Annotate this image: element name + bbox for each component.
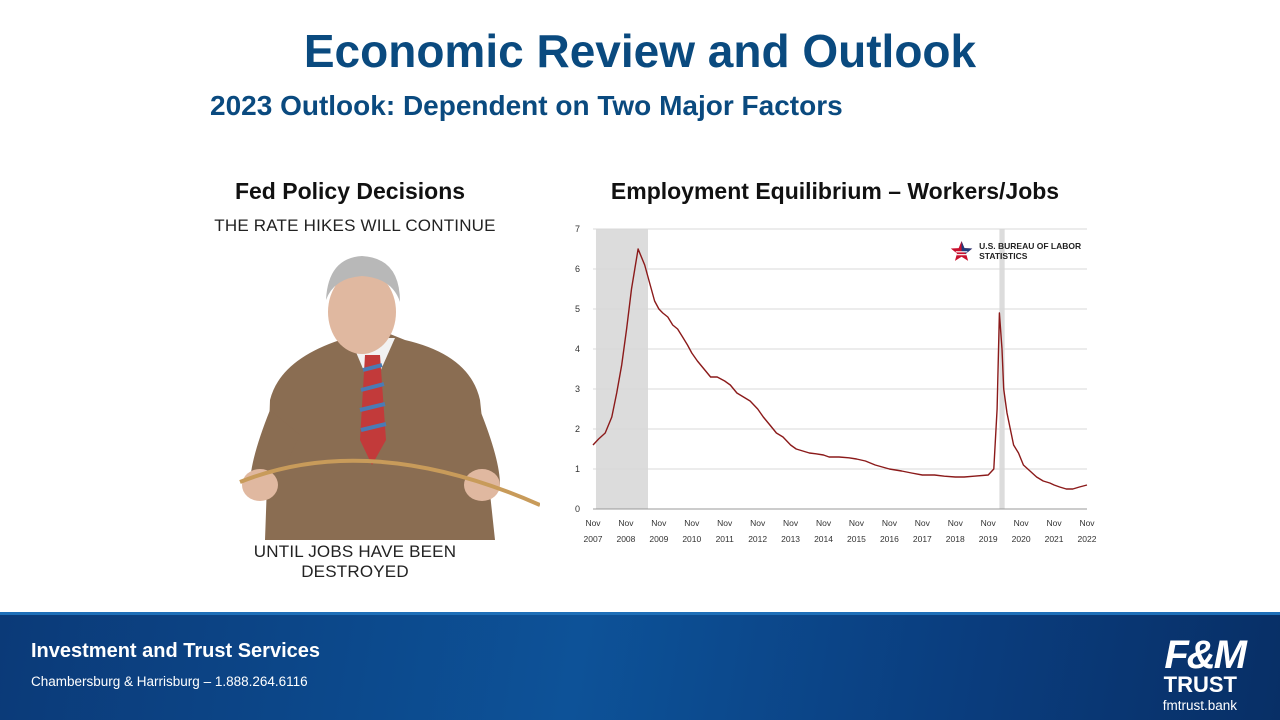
website-link[interactable]: fmtrust.bank [1162, 698, 1237, 713]
x-tick-year-2012: 2012 [748, 534, 767, 544]
y-tick-label-3: 3 [575, 384, 580, 394]
employment-chart: 0 1 2 3 4 5 6 7 Nov 2007 Nov 2008 Nov 2009 Nov 2010 Nov 2… [560, 218, 1105, 553]
fed-policy-heading: Fed Policy Decisions [234, 178, 466, 204]
page-title: Economic Review and Outlook [303, 25, 977, 77]
y-tick-label-2: 2 [575, 424, 580, 434]
x-tick-year-2008: 2008 [616, 534, 635, 544]
x-tick-month-2017: Nov [915, 518, 931, 528]
x-tick-year-2019: 2019 [979, 534, 998, 544]
x-tick-month-2014: Nov [816, 518, 832, 528]
x-tick-month-2012: Nov [750, 518, 766, 528]
x-tick-year-2021: 2021 [1045, 534, 1064, 544]
x-tick-month-2010: Nov [684, 518, 700, 528]
employment-chart-heading: Employment Equilibrium – Workers/Jobs [610, 178, 1060, 204]
x-tick-year-2017: 2017 [913, 534, 932, 544]
x-tick-year-2018: 2018 [946, 534, 965, 544]
x-tick-year-2020: 2020 [1012, 534, 1031, 544]
footer-bar: Investment and Trust Services Chambersbu… [0, 612, 1280, 720]
recession-band-0 [595, 229, 648, 509]
x-tick-month-2013: Nov [783, 518, 799, 528]
series-line-0 [592, 248, 1088, 490]
x-tick-year-2016: 2016 [880, 534, 899, 544]
logo-trust-text: TRUST [1163, 672, 1237, 697]
right-hand [464, 469, 500, 501]
fed-chair-meme: THE RATE HIKES WILL CONTINUE UNTIL JOBS … [210, 212, 540, 581]
cane [239, 458, 540, 507]
y-tick-label-4: 4 [575, 344, 580, 354]
page-subtitle: 2023 Outlook: Dependent on Two Major Fac… [210, 90, 843, 121]
y-tick-label-5: 5 [575, 304, 580, 314]
x-tick-month-2009: Nov [651, 518, 667, 528]
x-tick-month-2008: Nov [618, 518, 634, 528]
footer-stripe [0, 612, 1280, 615]
necktie-stripes [359, 363, 387, 432]
y-tick-label-0: 0 [575, 504, 580, 514]
chart-svg: 0 1 2 3 4 5 6 7 Nov 2007 Nov 2008 Nov 2009 Nov 2010 Nov 2… [575, 224, 1097, 544]
y-tick-label-7: 7 [575, 224, 580, 234]
x-tick-year-2009: 2009 [649, 534, 668, 544]
x-tick-month-2018: Nov [948, 518, 964, 528]
fed-chair-illustration [239, 256, 540, 540]
x-tick-year-2010: 2010 [682, 534, 701, 544]
x-tick-year-2007: 2007 [584, 534, 603, 544]
x-tick-year-2022: 2022 [1078, 534, 1097, 544]
x-tick-month-2016: Nov [882, 518, 898, 528]
fm-trust-logo: F&M TRUST fmtrust.bank [1110, 633, 1247, 713]
hair [326, 256, 400, 302]
x-tick-month-2021: Nov [1047, 518, 1063, 528]
x-tick-year-2011: 2011 [716, 534, 735, 544]
footer-title: Investment and Trust Services [31, 640, 321, 662]
x-tick-month-2022: Nov [1079, 518, 1095, 528]
bls-star-icon [950, 241, 973, 261]
y-tick-label-6: 6 [575, 264, 580, 274]
necktie [360, 355, 386, 465]
meme-bottom-caption: UNTIL JOBS HAVE BEEN DESTROYED [253, 542, 457, 581]
bls-label: U.S. BUREAU OF LABOR STATISTICS [979, 241, 1082, 261]
x-tick-month-2011: Nov [717, 518, 733, 528]
x-tick-month-2019: Nov [981, 518, 997, 528]
x-tick-year-2013: 2013 [781, 534, 800, 544]
x-tick-year-2015: 2015 [847, 534, 866, 544]
x-tick-month-2020: Nov [1014, 518, 1030, 528]
meme-top-caption: THE RATE HIKES WILL CONTINUE [214, 216, 496, 235]
x-tick-month-2015: Nov [849, 518, 865, 528]
recession-band-1 [999, 229, 1005, 509]
logo-main-text: F&M [1164, 633, 1247, 677]
x-tick-month-2007: Nov [585, 518, 601, 528]
footer-contact: Chambersburg & Harrisburg – 1.888.264.61… [31, 674, 308, 689]
bls-source: U.S. BUREAU OF LABOR STATISTICS [950, 238, 1105, 264]
x-tick-year-2014: 2014 [814, 534, 833, 544]
y-tick-label-1: 1 [575, 464, 580, 474]
head [328, 270, 396, 354]
